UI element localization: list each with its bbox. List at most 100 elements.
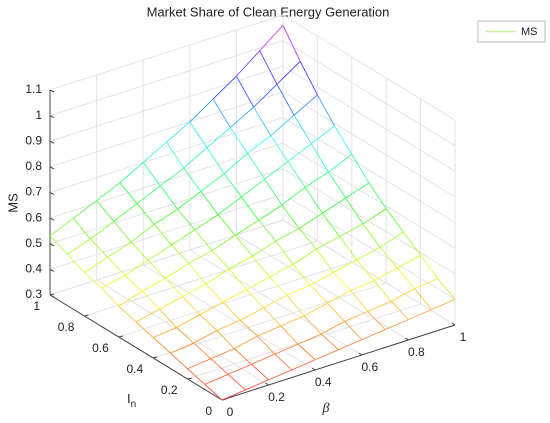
mesh-line — [281, 186, 306, 206]
mesh-line — [221, 389, 246, 401]
mesh-line — [165, 278, 183, 297]
grid-line — [118, 261, 352, 338]
mesh-line — [153, 327, 177, 338]
mesh-line — [304, 187, 323, 214]
grid-line — [49, 219, 284, 296]
mesh-line — [205, 268, 230, 285]
mesh-line — [241, 196, 259, 221]
legend: MS — [477, 20, 546, 43]
mesh-line — [124, 275, 143, 292]
mesh-line — [321, 321, 345, 335]
mesh-line — [101, 275, 126, 289]
legend-label: MS — [521, 26, 538, 38]
y-axis — [49, 294, 223, 401]
mesh-line — [72, 218, 91, 240]
mesh-line — [107, 256, 126, 276]
y-tick-label: 0.4 — [127, 362, 144, 376]
mesh-line — [274, 343, 299, 355]
mesh-line — [217, 196, 242, 216]
mesh-line — [141, 278, 166, 292]
z-tick — [49, 268, 55, 272]
mesh-line — [264, 178, 283, 206]
grid-line — [282, 91, 456, 198]
z-axis-label: MS — [5, 193, 20, 213]
mesh-line — [227, 363, 252, 375]
mesh-line — [188, 250, 213, 264]
mesh-line — [269, 276, 288, 296]
x-axis — [221, 324, 456, 401]
mesh-line — [189, 121, 208, 148]
mesh-line — [291, 359, 316, 371]
mesh-line — [223, 152, 248, 174]
z-tick — [49, 140, 55, 144]
mesh-line — [362, 223, 381, 248]
mesh-line — [216, 319, 241, 331]
mesh-line — [227, 373, 246, 391]
mesh-line — [282, 25, 301, 62]
mesh-line — [49, 217, 74, 237]
mesh-line — [320, 333, 339, 351]
grid-line — [282, 219, 456, 326]
mesh-line — [170, 352, 188, 370]
mesh-line — [204, 384, 223, 401]
mesh-line — [350, 280, 375, 292]
mesh-line — [154, 208, 178, 225]
mesh-line — [293, 94, 318, 116]
mesh-line — [187, 358, 212, 370]
mesh-line — [135, 308, 160, 323]
mesh-line — [206, 127, 231, 149]
mesh-line — [286, 294, 305, 317]
y-tick — [187, 377, 192, 380]
mesh-line — [252, 240, 277, 257]
mesh-line — [367, 311, 386, 330]
mesh-line — [176, 314, 201, 328]
mesh-line — [276, 84, 295, 116]
mesh-line — [356, 246, 381, 261]
mesh-line — [182, 283, 207, 298]
mesh-line — [236, 50, 261, 77]
mesh-line — [234, 235, 253, 257]
mesh-line — [241, 178, 265, 198]
mesh-line — [135, 321, 154, 338]
mesh-line — [298, 228, 317, 250]
mesh-line — [258, 219, 277, 242]
mesh-line — [252, 255, 271, 278]
mesh-line — [396, 267, 415, 289]
y-tick-label: 0 — [205, 404, 212, 418]
mesh-line — [287, 143, 312, 162]
mesh-line — [194, 229, 213, 251]
y-tick — [153, 356, 158, 359]
mesh-line — [263, 294, 288, 309]
mesh-line — [217, 214, 236, 236]
mesh-line — [188, 262, 207, 285]
y-axis-label-main: I — [127, 391, 131, 406]
x-tick-label: 0.2 — [268, 390, 285, 404]
mesh-line — [171, 244, 190, 264]
mesh-line — [229, 127, 248, 154]
mesh-line — [304, 171, 329, 188]
mesh-line — [166, 141, 185, 169]
mesh-line — [264, 161, 289, 180]
mesh-line — [253, 83, 278, 108]
x-tick-label: 1 — [460, 330, 467, 344]
z-tick — [49, 294, 55, 298]
mesh-line — [408, 309, 432, 320]
mesh-line — [327, 302, 345, 322]
z-tick — [49, 115, 55, 119]
mesh-line — [66, 253, 85, 273]
z-tick-label: 0.7 — [25, 185, 42, 199]
mesh-line — [182, 296, 201, 316]
mesh-line — [247, 153, 266, 180]
z-tick-label: 0.5 — [25, 236, 42, 250]
mesh-line — [310, 143, 329, 173]
mesh-line — [153, 224, 172, 246]
mesh-line — [118, 305, 137, 323]
mesh-line — [236, 75, 254, 108]
mesh-line — [373, 280, 392, 302]
mesh-line — [130, 223, 155, 243]
mesh-line — [286, 284, 311, 296]
grid-line — [49, 117, 284, 193]
mesh-line — [351, 154, 370, 184]
mesh-line — [210, 348, 235, 360]
